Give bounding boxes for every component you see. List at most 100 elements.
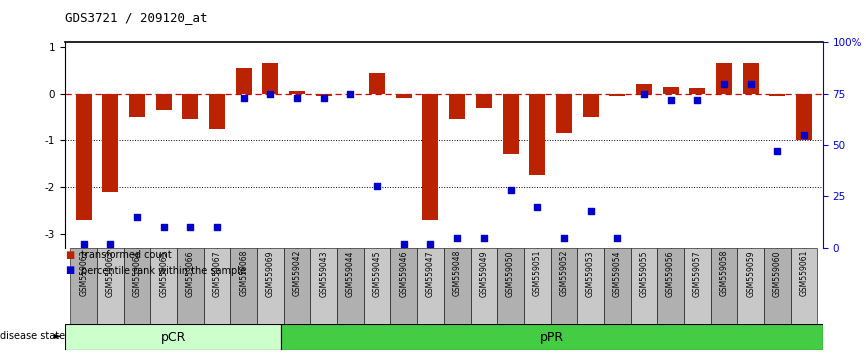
Point: [717, 81, 731, 86]
Point: [344, 91, 358, 97]
Bar: [449, 94, 465, 120]
Point: [157, 224, 171, 230]
Bar: [791, 248, 818, 324]
Bar: [657, 248, 684, 324]
Bar: [662, 87, 679, 94]
Point: [504, 188, 518, 193]
Point: [530, 204, 544, 210]
Bar: [502, 94, 519, 154]
Point: [370, 183, 384, 189]
Text: GSM559048: GSM559048: [453, 250, 462, 296]
Point: [236, 95, 250, 101]
Bar: [124, 248, 151, 324]
Text: GSM559062: GSM559062: [79, 250, 88, 296]
Point: [130, 214, 144, 220]
Bar: [156, 94, 171, 110]
Bar: [604, 248, 630, 324]
Bar: [316, 94, 332, 96]
Point: [450, 235, 464, 240]
Text: GSM559050: GSM559050: [506, 250, 515, 297]
Bar: [97, 248, 124, 324]
Bar: [636, 85, 652, 94]
Point: [663, 97, 677, 103]
Point: [77, 241, 91, 246]
Text: ■: ■: [65, 266, 74, 275]
Text: GSM559068: GSM559068: [239, 250, 249, 296]
Bar: [423, 94, 438, 220]
Bar: [183, 94, 198, 120]
Point: [184, 224, 197, 230]
Bar: [524, 248, 551, 324]
Bar: [529, 94, 546, 176]
Text: GSM559066: GSM559066: [186, 250, 195, 297]
Bar: [551, 248, 578, 324]
Bar: [289, 91, 305, 94]
Bar: [497, 248, 524, 324]
Bar: [236, 68, 252, 94]
Bar: [310, 248, 337, 324]
Text: GSM559046: GSM559046: [399, 250, 408, 297]
Text: GSM559060: GSM559060: [772, 250, 782, 297]
Point: [797, 132, 811, 138]
Bar: [209, 94, 225, 129]
Bar: [578, 248, 604, 324]
Text: GSM559059: GSM559059: [746, 250, 755, 297]
Text: GSM559054: GSM559054: [613, 250, 622, 297]
Text: pCR: pCR: [160, 331, 186, 344]
Point: [290, 95, 304, 101]
Text: GSM559058: GSM559058: [720, 250, 728, 296]
Point: [477, 235, 491, 240]
Point: [263, 91, 277, 97]
Bar: [716, 63, 732, 94]
Bar: [711, 248, 737, 324]
Bar: [102, 94, 119, 192]
Text: GDS3721 / 209120_at: GDS3721 / 209120_at: [65, 11, 208, 24]
Text: disease state: disease state: [0, 331, 65, 341]
Bar: [129, 94, 145, 117]
Bar: [391, 248, 417, 324]
Point: [423, 241, 437, 246]
Bar: [364, 248, 391, 324]
Bar: [177, 248, 204, 324]
Point: [771, 148, 785, 154]
Bar: [281, 324, 823, 350]
Bar: [796, 94, 812, 141]
Text: GSM559056: GSM559056: [666, 250, 675, 297]
Text: GSM559063: GSM559063: [106, 250, 115, 297]
Point: [210, 224, 224, 230]
Bar: [470, 248, 497, 324]
Bar: [737, 248, 764, 324]
Text: GSM559047: GSM559047: [426, 250, 435, 297]
Bar: [417, 248, 443, 324]
Text: GSM559067: GSM559067: [212, 250, 222, 297]
Bar: [75, 94, 92, 220]
Bar: [475, 94, 492, 108]
Bar: [284, 248, 310, 324]
Text: GSM559043: GSM559043: [320, 250, 328, 297]
Point: [317, 95, 331, 101]
Bar: [684, 248, 711, 324]
Bar: [204, 248, 230, 324]
Text: GSM559052: GSM559052: [559, 250, 568, 296]
Text: GSM559065: GSM559065: [159, 250, 168, 297]
Text: pPR: pPR: [540, 331, 564, 344]
Bar: [70, 248, 97, 324]
Bar: [151, 248, 177, 324]
Text: GSM559064: GSM559064: [132, 250, 141, 297]
Bar: [262, 63, 278, 94]
Bar: [337, 248, 364, 324]
Point: [690, 97, 704, 103]
Bar: [230, 248, 257, 324]
Bar: [630, 248, 657, 324]
Bar: [689, 88, 705, 94]
Point: [103, 241, 117, 246]
Text: GSM559061: GSM559061: [799, 250, 809, 296]
Text: ►: ►: [54, 331, 61, 341]
Text: GSM559045: GSM559045: [372, 250, 382, 297]
Point: [557, 235, 571, 240]
Bar: [764, 248, 791, 324]
Bar: [583, 94, 598, 117]
Text: ■: ■: [65, 250, 74, 259]
Bar: [443, 248, 470, 324]
Text: GSM559051: GSM559051: [533, 250, 542, 296]
